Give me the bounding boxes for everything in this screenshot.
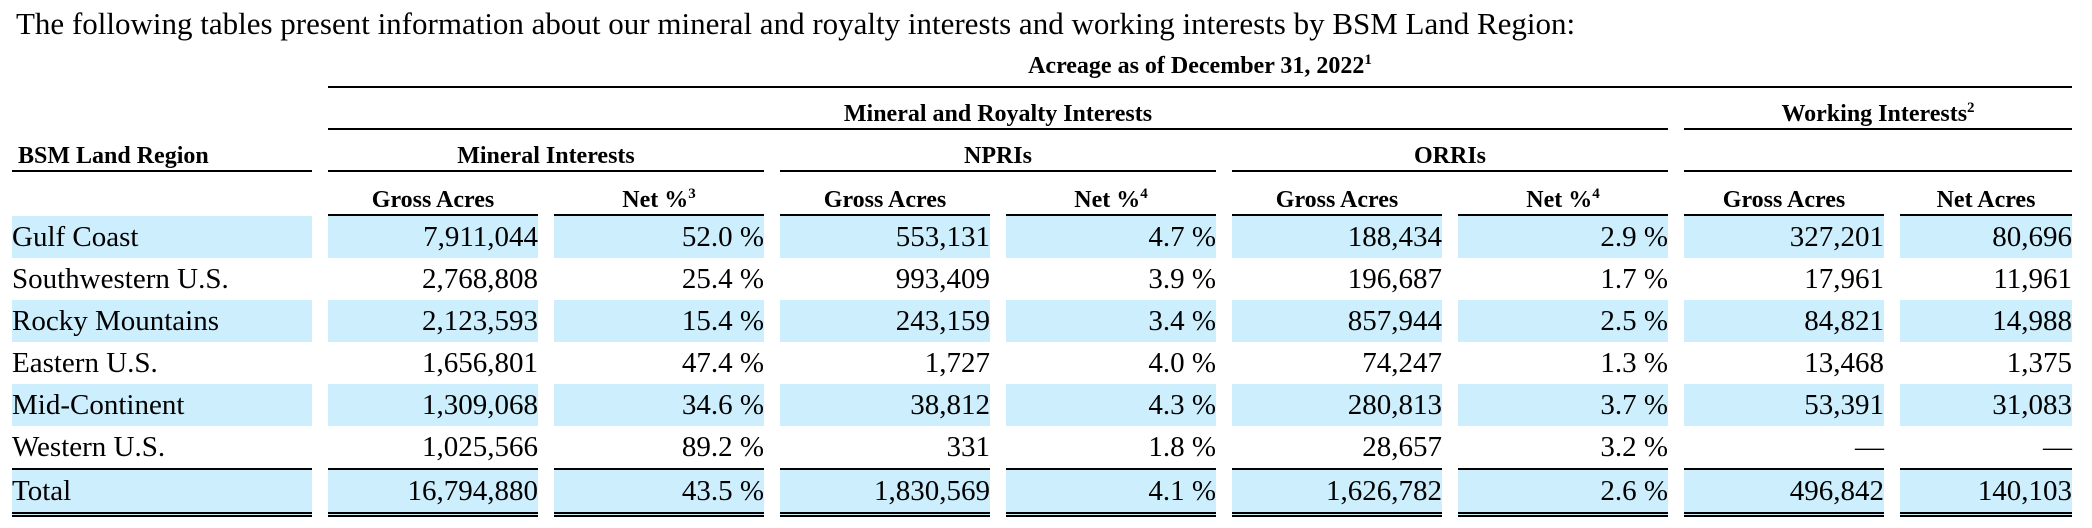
intro-text: The following tables present information…	[16, 6, 1576, 41]
wi-net-acres-cell: 14,988	[1900, 300, 2073, 342]
region-column-header: BSM Land Region	[12, 130, 312, 172]
wi-net-acres-cell: 80,696	[1900, 216, 2073, 258]
acreage-header: Acreage as of December 31, 20221	[328, 46, 2073, 88]
wi-net-acres-cell: —	[2043, 430, 2073, 463]
npri-net-pct-header: Net %4	[1006, 172, 1216, 216]
working-interests-header: Working Interests2	[1684, 88, 2073, 130]
wi-gross-acres-cell: 496,842	[1684, 468, 1884, 517]
wi-gross-acres-header: Gross Acres	[1684, 172, 1884, 216]
mi-gross-acres-cell: 1,309,068	[328, 384, 538, 426]
npri-net-pct-cell: 4.1 %	[1006, 468, 1216, 517]
wi-net-acres-header: Net Acres	[1900, 172, 2073, 216]
npri-gross-acres-cell: 553,131	[780, 216, 990, 258]
table-row: Southwestern U.S. 2,768,808 25.4 % 993,409 3…	[12, 258, 2072, 300]
wi-net-acres-cell: 1,375	[2006, 346, 2073, 379]
wi-gross-acres-cell: —	[1855, 430, 1884, 463]
table-row: Western U.S. 1,025,566 89.2 % 331 1.8 % 28,65…	[12, 426, 2072, 468]
table-row: Rocky Mountains 2,123,593 15.4 % 243,159 3.4…	[12, 300, 2073, 342]
orri-gross-acres-cell: 28,657	[1362, 430, 1442, 463]
wi-gross-acres-cell: 13,468	[1804, 346, 1884, 379]
mi-net-pct-cell: 47.4 %	[681, 346, 764, 379]
orri-net-pct-cell: 2.6 %	[1458, 468, 1668, 517]
region-cell: Total	[12, 468, 312, 517]
wi-gross-acres-cell: 17,961	[1804, 262, 1884, 295]
mi-gross-acres-cell: 1,656,801	[422, 346, 538, 379]
orri-gross-acres-cell: 74,247	[1362, 346, 1442, 379]
npri-net-pct-cell: 4.3 %	[1006, 384, 1216, 426]
orri-gross-acres-cell: 857,944	[1232, 300, 1442, 342]
mi-gross-acres-cell: 7,911,044	[328, 216, 538, 258]
mi-net-pct-header: Net %3	[554, 172, 764, 216]
mi-net-pct-cell: 43.5 %	[554, 468, 764, 517]
npri-net-pct-cell: 4.7 %	[1006, 216, 1216, 258]
orri-net-pct-cell: 1.7 %	[1600, 262, 1668, 295]
wi-net-acres-cell: 11,961	[1993, 262, 2073, 295]
mi-gross-acres-cell: 2,123,593	[328, 300, 538, 342]
npri-net-pct-cell: 4.0 %	[1148, 346, 1216, 379]
orri-net-pct-cell: 1.3 %	[1600, 346, 1668, 379]
table-row: Eastern U.S. 1,656,801 47.4 % 1,727 4.0 % 74,…	[12, 342, 2072, 384]
total-row: Total 16,794,880 43.5 % 1,830,569 4.1 % 1,626…	[12, 468, 2073, 517]
npri-gross-acres-cell: 38,812	[780, 384, 990, 426]
orri-gross-acres-cell: 1,626,782	[1232, 468, 1442, 517]
npri-net-pct-cell: 3.4 %	[1006, 300, 1216, 342]
orri-net-pct-cell: 3.2 %	[1600, 430, 1668, 463]
orri-net-pct-cell: 2.5 %	[1458, 300, 1668, 342]
orri-gross-acres-header: Gross Acres	[1232, 172, 1442, 216]
npri-net-pct-cell: 3.9 %	[1148, 262, 1216, 295]
npri-gross-acres-cell: 993,409	[895, 262, 990, 295]
wi-gross-acres-cell: 327,201	[1684, 216, 1884, 258]
npris-header: NPRIs	[780, 130, 1216, 172]
orri-gross-acres-cell: 188,434	[1232, 216, 1442, 258]
region-cell: Western U.S.	[12, 430, 166, 463]
mi-net-pct-cell: 34.6 %	[554, 384, 764, 426]
mi-gross-acres-cell: 1,025,566	[422, 430, 538, 463]
acreage-table: Acreage as of December 31, 20221 Mineral…	[12, 46, 2073, 517]
npri-gross-acres-cell: 331	[946, 430, 991, 463]
orri-net-pct-cell: 2.9 %	[1458, 216, 1668, 258]
wi-gross-acres-cell: 84,821	[1684, 300, 1884, 342]
region-cell: Eastern U.S.	[12, 346, 158, 379]
orri-gross-acres-cell: 196,687	[1347, 262, 1442, 295]
orri-net-pct-cell: 3.7 %	[1458, 384, 1668, 426]
npri-net-pct-cell: 1.8 %	[1148, 430, 1216, 463]
mi-net-pct-cell: 25.4 %	[681, 262, 764, 295]
region-cell: Mid-Continent	[12, 384, 312, 426]
mi-gross-acres-cell: 2,768,808	[422, 262, 538, 295]
npri-gross-acres-header: Gross Acres	[780, 172, 990, 216]
mi-gross-acres-cell: 16,794,880	[328, 468, 538, 517]
table-row: Gulf Coast 7,911,044 52.0 % 553,131 4.7 % 188…	[12, 216, 2073, 258]
orri-net-pct-header: Net %4	[1458, 172, 1668, 216]
wi-net-acres-cell: 140,103	[1900, 468, 2073, 517]
region-cell: Rocky Mountains	[12, 300, 312, 342]
mi-net-pct-cell: 89.2 %	[681, 430, 764, 463]
mineral-royalty-header: Mineral and Royalty Interests	[328, 88, 1668, 130]
npri-gross-acres-cell: 243,159	[780, 300, 990, 342]
wi-net-acres-cell: 31,083	[1900, 384, 2073, 426]
region-cell: Gulf Coast	[12, 216, 312, 258]
mi-gross-acres-header: Gross Acres	[328, 172, 538, 216]
region-cell: Southwestern U.S.	[12, 262, 229, 295]
wi-gross-acres-cell: 53,391	[1684, 384, 1884, 426]
mi-net-pct-cell: 15.4 %	[554, 300, 764, 342]
orris-header: ORRIs	[1232, 130, 1668, 172]
mineral-interests-header: Mineral Interests	[328, 130, 764, 172]
orri-gross-acres-cell: 280,813	[1232, 384, 1442, 426]
mi-net-pct-cell: 52.0 %	[554, 216, 764, 258]
table-row: Mid-Continent 1,309,068 34.6 % 38,812 4.3 % 2…	[12, 384, 2073, 426]
npri-gross-acres-cell: 1,727	[924, 346, 990, 379]
npri-gross-acres-cell: 1,830,569	[780, 468, 990, 517]
